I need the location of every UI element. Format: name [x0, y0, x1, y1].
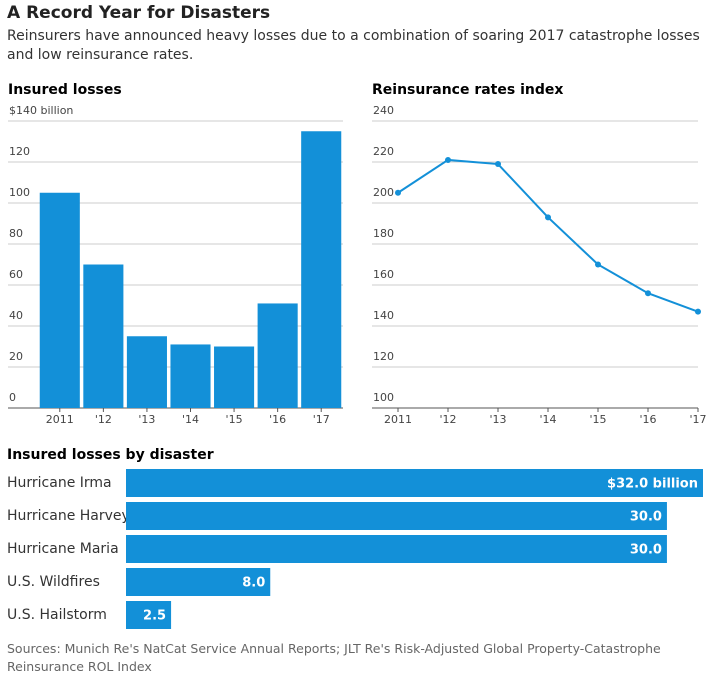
x-tick-label: '15: [589, 413, 606, 426]
x-tick-label: '13: [489, 413, 506, 426]
y-tick-label: 20: [9, 350, 23, 363]
category-label: U.S. Wildfires: [7, 574, 100, 590]
x-tick-label: '12: [95, 413, 112, 426]
x-tick-label: '16: [639, 413, 656, 426]
x-tick-label: 2011: [46, 413, 74, 426]
point: [495, 161, 501, 168]
x-tick-label: '12: [439, 413, 456, 426]
bar: [214, 346, 255, 408]
y-tick-label: 200: [373, 186, 394, 199]
point: [595, 261, 601, 268]
line: [397, 158, 699, 313]
y-tick-label: 240: [373, 104, 394, 117]
value-label: 8.0: [242, 576, 265, 591]
point: [395, 189, 401, 196]
value-label: 30.0: [630, 543, 662, 558]
chart-title: Insured losses by disaster: [7, 447, 214, 463]
bar: [83, 264, 124, 408]
bar: [126, 336, 167, 408]
x-tick-label: '16: [269, 413, 286, 426]
x-tick-label: '17: [313, 413, 330, 426]
y-tick-label: 100: [9, 186, 30, 199]
category-label: Hurricane Maria: [7, 541, 119, 557]
x-tick-label: '13: [138, 413, 155, 426]
y-tick-label: 120: [373, 350, 394, 363]
y-tick-label: 40: [9, 309, 23, 322]
page-title: A Record Year for Disasters: [7, 3, 271, 23]
point: [645, 290, 651, 297]
bar: [39, 192, 80, 408]
x-tick-label: '14: [539, 413, 556, 426]
y-tick-label: 80: [9, 227, 23, 240]
y-tick-label: 0: [9, 391, 16, 404]
source-note: Sources: Munich Re's NatCat Service Annu…: [7, 641, 661, 674]
y-tick-label: $140 billion: [9, 104, 73, 117]
value-label: 30.0: [630, 510, 662, 525]
bar: [170, 344, 211, 408]
y-tick-label: 180: [373, 227, 394, 240]
chart-title: Insured losses: [8, 82, 122, 98]
x-tick-label: '14: [182, 413, 199, 426]
x-tick-label: '17: [689, 413, 706, 426]
bar: [126, 469, 703, 497]
y-tick-label: 60: [9, 268, 23, 281]
category-label: U.S. Hailstorm: [7, 607, 107, 623]
x-tick-label: 2011: [384, 413, 412, 426]
point: [695, 308, 701, 315]
chart-title: Reinsurance rates index: [372, 82, 563, 98]
category-label: Hurricane Irma: [7, 475, 112, 491]
y-tick-label: 100: [373, 391, 394, 404]
point: [445, 156, 451, 163]
y-tick-label: 140: [373, 309, 394, 322]
bar: [126, 535, 667, 563]
bar: [126, 502, 667, 530]
bar: [301, 131, 342, 408]
bar: [126, 601, 172, 629]
y-tick-label: 120: [9, 145, 30, 158]
x-tick-label: '15: [226, 413, 243, 426]
value-label: $32.0 billion: [607, 477, 698, 492]
category-label: Hurricane Harvey: [7, 508, 130, 524]
bar: [126, 568, 271, 596]
point: [545, 214, 551, 221]
bar: [257, 303, 298, 408]
page-subtitle: Reinsurers have announced heavy losses d…: [7, 28, 700, 63]
value-label: 2.5: [143, 609, 166, 624]
y-tick-label: 160: [373, 268, 394, 281]
y-tick-label: 220: [373, 145, 394, 158]
